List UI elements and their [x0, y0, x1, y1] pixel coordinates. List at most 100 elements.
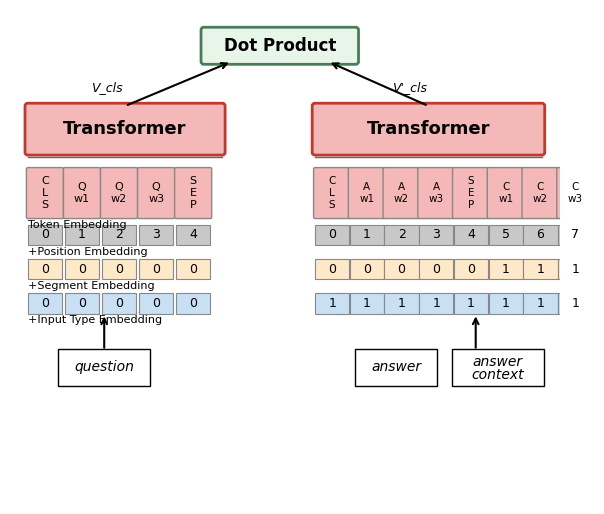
- Text: 0: 0: [363, 263, 371, 276]
- Text: V'_cls: V'_cls: [393, 81, 428, 94]
- FancyBboxPatch shape: [383, 168, 420, 218]
- Bar: [593, 259, 604, 279]
- Text: C
w1: C w1: [498, 182, 513, 204]
- Text: Token Embedding: Token Embedding: [28, 220, 126, 230]
- Bar: [385, 259, 419, 279]
- Bar: [102, 259, 136, 279]
- Bar: [65, 293, 99, 314]
- Bar: [350, 225, 384, 245]
- Bar: [419, 259, 454, 279]
- Text: 0: 0: [115, 263, 123, 276]
- Text: 1: 1: [467, 297, 475, 310]
- Text: 0: 0: [78, 297, 86, 310]
- Bar: [524, 259, 557, 279]
- Text: +Segment Embedding: +Segment Embedding: [28, 281, 155, 291]
- Bar: [454, 293, 488, 314]
- Bar: [454, 259, 488, 279]
- Text: answer: answer: [473, 355, 523, 369]
- Text: 0: 0: [189, 297, 197, 310]
- Text: A
w3: A w3: [429, 182, 444, 204]
- Bar: [315, 293, 349, 314]
- Text: C
L
S: C L S: [41, 176, 49, 210]
- Text: 0: 0: [328, 228, 336, 241]
- FancyBboxPatch shape: [349, 168, 385, 218]
- Text: 5: 5: [502, 228, 510, 241]
- Text: 0: 0: [41, 263, 49, 276]
- Bar: [176, 225, 210, 245]
- FancyBboxPatch shape: [591, 168, 604, 218]
- Text: C
w2: C w2: [533, 182, 548, 204]
- FancyBboxPatch shape: [175, 168, 211, 218]
- FancyBboxPatch shape: [487, 168, 524, 218]
- Bar: [558, 293, 593, 314]
- Bar: [558, 225, 593, 245]
- FancyBboxPatch shape: [418, 168, 455, 218]
- Bar: [385, 293, 419, 314]
- Text: A
w2: A w2: [394, 182, 409, 204]
- Text: +Position Embedding: +Position Embedding: [28, 247, 147, 257]
- FancyBboxPatch shape: [27, 168, 63, 218]
- Text: 6: 6: [536, 228, 544, 241]
- Text: 1: 1: [397, 297, 405, 310]
- FancyBboxPatch shape: [201, 27, 359, 64]
- FancyBboxPatch shape: [452, 348, 544, 386]
- Bar: [28, 293, 62, 314]
- Text: Q
w3: Q w3: [148, 182, 164, 204]
- Text: 0: 0: [41, 297, 49, 310]
- Bar: [385, 225, 419, 245]
- Bar: [558, 259, 593, 279]
- Text: C
L
S: C L S: [329, 176, 336, 210]
- Bar: [419, 293, 454, 314]
- Bar: [350, 259, 384, 279]
- Text: 0: 0: [397, 263, 406, 276]
- Text: S
E
P: S E P: [190, 176, 197, 210]
- FancyBboxPatch shape: [522, 168, 559, 218]
- Bar: [139, 225, 173, 245]
- Bar: [176, 259, 210, 279]
- Text: 0: 0: [152, 263, 160, 276]
- Bar: [102, 293, 136, 314]
- Bar: [139, 259, 173, 279]
- Text: 4: 4: [189, 228, 197, 241]
- Text: 0: 0: [189, 263, 197, 276]
- FancyBboxPatch shape: [355, 348, 437, 386]
- Text: question: question: [74, 360, 134, 374]
- Text: +Input Type Embedding: +Input Type Embedding: [28, 316, 162, 325]
- Text: A
w1: A w1: [359, 182, 374, 204]
- Text: 0: 0: [328, 263, 336, 276]
- Bar: [593, 225, 604, 245]
- Text: 1: 1: [571, 263, 579, 276]
- Text: 0: 0: [115, 297, 123, 310]
- Text: Q
w1: Q w1: [74, 182, 90, 204]
- Bar: [315, 259, 349, 279]
- Bar: [315, 225, 349, 245]
- Text: 1: 1: [536, 263, 544, 276]
- Text: 7: 7: [571, 228, 579, 241]
- Bar: [524, 225, 557, 245]
- Bar: [102, 225, 136, 245]
- Bar: [593, 293, 604, 314]
- Bar: [65, 225, 99, 245]
- Bar: [524, 293, 557, 314]
- FancyBboxPatch shape: [312, 103, 545, 155]
- Bar: [28, 259, 62, 279]
- FancyBboxPatch shape: [59, 348, 150, 386]
- Bar: [28, 225, 62, 245]
- Text: 3: 3: [432, 228, 440, 241]
- Text: 2: 2: [115, 228, 123, 241]
- FancyBboxPatch shape: [557, 168, 594, 218]
- Text: C
w3: C w3: [568, 182, 583, 204]
- Text: 1: 1: [363, 228, 371, 241]
- FancyBboxPatch shape: [138, 168, 175, 218]
- Text: 1: 1: [502, 297, 510, 310]
- FancyBboxPatch shape: [25, 103, 225, 155]
- Text: V_cls: V_cls: [91, 81, 123, 94]
- Text: 1: 1: [536, 297, 544, 310]
- Bar: [176, 293, 210, 314]
- Text: 1: 1: [78, 228, 86, 241]
- Text: Transformer: Transformer: [63, 120, 187, 138]
- Bar: [489, 225, 523, 245]
- Text: 0: 0: [467, 263, 475, 276]
- Text: 4: 4: [467, 228, 475, 241]
- Text: context: context: [472, 368, 524, 382]
